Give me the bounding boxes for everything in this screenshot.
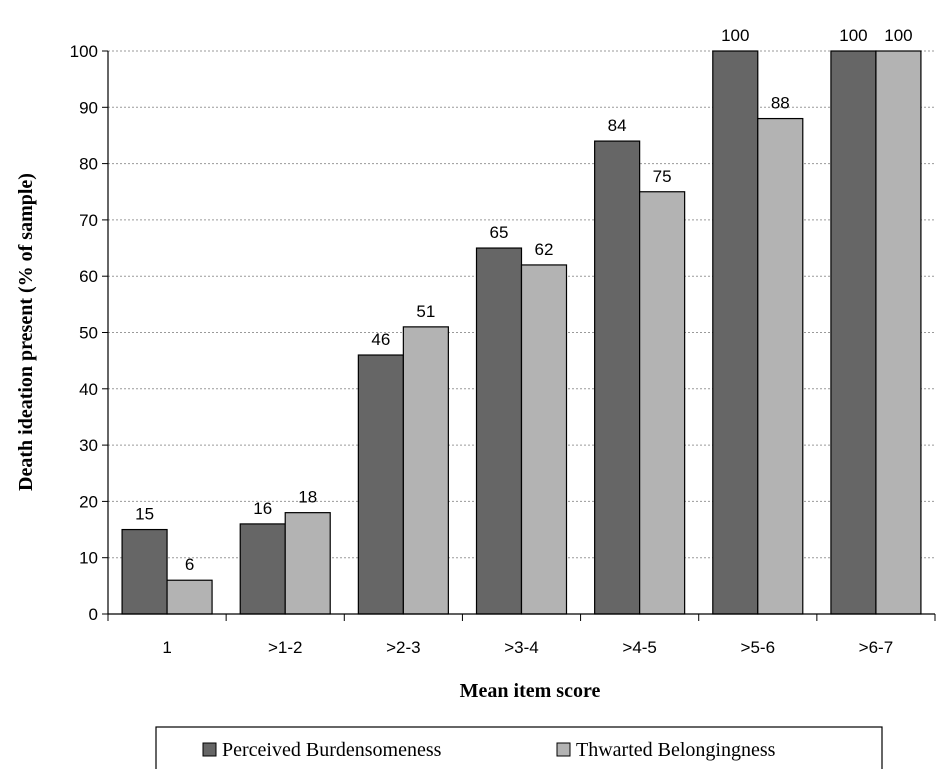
y-tick-label: 80 (79, 155, 98, 174)
y-tick-labels: 0 10 20 30 40 50 60 70 80 90 100 (70, 42, 98, 624)
bar-thwarted-belongingness (284, 512, 331, 615)
legend-label: Perceived Burdensomeness (222, 739, 442, 761)
data-label: 75 (653, 167, 672, 186)
x-tick-label: >5-6 (741, 638, 776, 657)
legend-frame (155, 726, 883, 769)
data-label: 6 (185, 555, 194, 574)
y-tick-label: 10 (79, 549, 98, 568)
x-tick-label: >3-4 (504, 638, 539, 657)
data-label: 100 (721, 26, 749, 45)
y-tick-label: 30 (79, 436, 98, 455)
bar-thwarted-belongingness (875, 50, 922, 615)
data-label: 51 (416, 302, 435, 321)
data-label: 15 (135, 505, 154, 524)
data-label: 65 (490, 223, 509, 242)
x-tick-label: >2-3 (386, 638, 421, 657)
bar-thwarted-belongingness (166, 579, 213, 615)
bar-perceived-burdensomeness (239, 523, 286, 615)
legend-label: Thwarted Belongingness (576, 739, 776, 761)
legend: Perceived Burdensomeness Thwarted Belongi… (155, 726, 883, 769)
bar-perceived-burdensomeness (475, 247, 523, 615)
x-tick-label: >6-7 (859, 638, 894, 657)
y-tick-label: 50 (79, 324, 98, 343)
bar-thwarted-belongingness (520, 264, 568, 615)
data-label: 16 (253, 499, 272, 518)
bar-perceived-burdensomeness (121, 528, 168, 615)
y-tick-label: 40 (79, 380, 98, 399)
data-label: 62 (535, 240, 554, 259)
data-labels: 15 6 16 18 46 51 65 62 84 75 100 88 100 100 (135, 26, 913, 574)
x-tick-labels: 1 >1-2 >2-3 >3-4 >4-5 >5-6 >6-7 (162, 638, 893, 657)
y-tick-label: 0 (89, 605, 98, 624)
bar-perceived-burdensomeness (357, 354, 404, 615)
legend-swatch (202, 742, 217, 757)
y-tick-label: 60 (79, 267, 98, 286)
bar-perceived-burdensomeness (712, 50, 759, 615)
data-label: 84 (608, 116, 627, 135)
bar-perceived-burdensomeness (594, 140, 641, 615)
y-tick-label: 20 (79, 492, 98, 511)
axes (102, 50, 936, 621)
data-label: 100 (839, 26, 867, 45)
x-tick-label: >4-5 (622, 638, 657, 657)
bar-thwarted-belongingness (402, 326, 449, 615)
x-tick-label: >1-2 (268, 638, 303, 657)
data-label: 18 (298, 488, 317, 507)
y-tick-label: 70 (79, 211, 98, 230)
legend-swatch (556, 742, 571, 757)
y-tick-label: 100 (70, 42, 98, 61)
y-axis-title: Death ideation present (% of sample) (15, 173, 37, 491)
data-label: 88 (771, 94, 790, 113)
bar-perceived-burdensomeness (830, 50, 877, 615)
x-axis-title: Mean item score (460, 680, 601, 702)
y-tick-label: 90 (79, 98, 98, 117)
bar-thwarted-belongingness (757, 117, 804, 615)
bars (121, 50, 922, 615)
data-label: 100 (884, 26, 912, 45)
data-label: 46 (371, 330, 390, 349)
x-tick-label: 1 (162, 638, 171, 657)
bar-thwarted-belongingness (639, 191, 686, 615)
